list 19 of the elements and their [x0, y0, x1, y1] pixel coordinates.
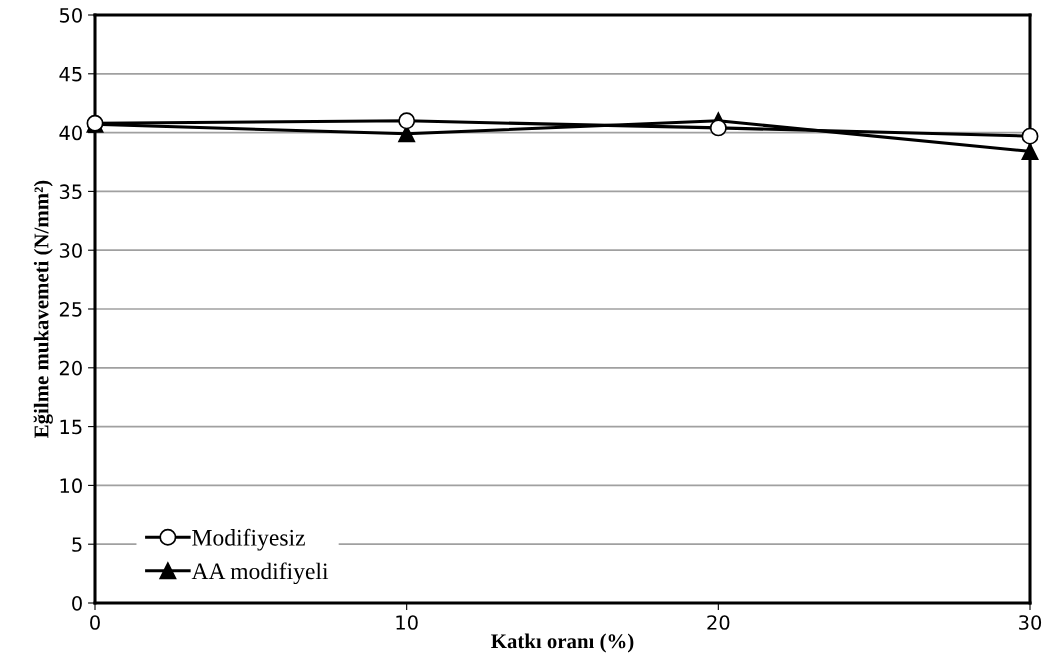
y-tick-label: 10 [60, 478, 82, 494]
legend-label: AA modifiyeli [191, 562, 329, 585]
y-tick-label: 45 [59, 67, 82, 82]
x-tick-label: 10 [396, 615, 418, 630]
legend-label: Modifiyesiz [192, 528, 305, 551]
y-tick-label: 0 [72, 595, 82, 611]
x-axis-title: Katkı oranı (%) [491, 633, 634, 653]
y-tick-label: 35 [59, 184, 82, 200]
y-tick-label: 20 [59, 360, 82, 376]
y-tick-label: 40 [59, 125, 82, 141]
y-tick-label: 30 [59, 243, 82, 258]
x-tick-label: 0 [90, 615, 100, 630]
y-tick-label: 15 [60, 419, 82, 435]
y-tick-label: 50 [59, 7, 82, 23]
x-tick-label: 30 [1019, 615, 1042, 630]
y-tick-label: 25 [59, 301, 82, 317]
y-tick-label: 5 [72, 537, 82, 552]
x-tick-label: 20 [707, 615, 730, 630]
y-axis-title: Eğilme mukavemeti (N/mm²) [33, 180, 53, 438]
